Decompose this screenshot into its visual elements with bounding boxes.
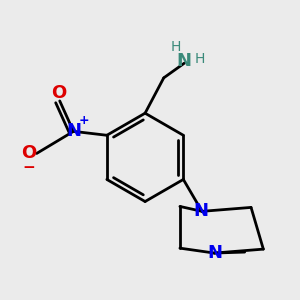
Text: N: N <box>194 202 208 220</box>
Text: N: N <box>177 52 192 70</box>
Text: −: − <box>22 160 35 175</box>
Text: O: O <box>21 144 36 162</box>
Text: N: N <box>66 122 81 140</box>
Text: O: O <box>51 84 66 102</box>
Text: H: H <box>170 40 181 54</box>
Text: H: H <box>195 52 205 66</box>
Text: +: + <box>79 114 90 127</box>
Text: N: N <box>208 244 223 262</box>
